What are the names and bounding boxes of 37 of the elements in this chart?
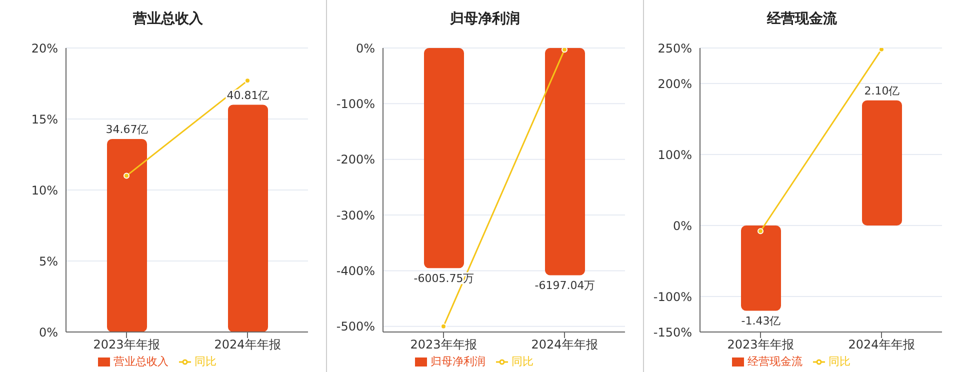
y-tick-label: -400% (336, 264, 375, 278)
legend-label: 归母净利润 (430, 355, 486, 368)
y-tick-label: 250% (658, 41, 692, 56)
y-tick-label: 15% (31, 112, 58, 126)
y-tick-label: 0% (38, 325, 58, 340)
chart-title: 归母净利润 (449, 10, 521, 29)
legend-label: 同比 (194, 355, 216, 368)
y-tick-label: 20% (31, 41, 58, 56)
x-tick-label: 2024年年报 (214, 338, 281, 352)
y-tick-label: -300% (336, 208, 375, 222)
legend-label: 营业总收入 (114, 355, 168, 368)
legend-label: 经营现金流 (748, 355, 802, 368)
y-tick-label: 100% (658, 148, 692, 162)
x-tick-label: 2023年年报 (410, 338, 477, 352)
y-tick-label: -150% (653, 325, 692, 340)
data-label: -1.43亿 (741, 314, 781, 328)
x-tick-label: 2023年年报 (93, 338, 160, 352)
y-tick-label: -100% (653, 290, 692, 304)
legend-label: 同比 (512, 355, 534, 368)
chart-title: 营业总收入 (132, 10, 204, 29)
y-tick-label: 0% (672, 218, 692, 233)
y-tick-label: -500% (336, 320, 375, 334)
data-label: 34.67亿 (106, 122, 148, 136)
y-tick-label: 200% (658, 76, 692, 91)
chart-title: 经营现金流 (766, 10, 838, 29)
data-label: -6197.04万 (534, 279, 596, 292)
y-tick-label: -200% (336, 152, 375, 167)
x-tick-label: 2024年年报 (531, 338, 598, 352)
legend-label: 同比 (828, 355, 850, 368)
x-tick-label: 2023年年报 (727, 338, 794, 352)
y-tick-label: 0% (356, 41, 375, 56)
y-tick-label: 5% (38, 254, 58, 268)
y-tick-label: -100% (336, 96, 375, 111)
data-label: 40.81亿 (226, 88, 270, 102)
data-label: 2.10亿 (864, 84, 900, 98)
x-tick-label: 2024年年报 (848, 338, 915, 352)
y-tick-label: 10% (31, 183, 58, 198)
